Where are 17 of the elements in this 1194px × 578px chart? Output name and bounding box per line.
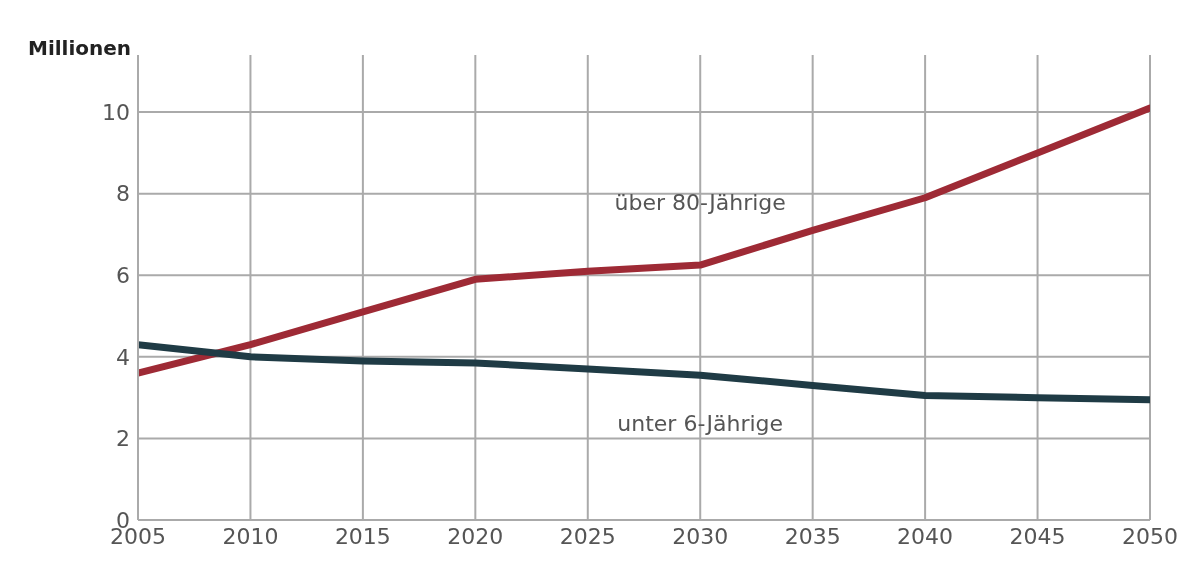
x-tick-label: 2050: [1122, 523, 1178, 549]
x-tick-label: 2025: [559, 523, 616, 549]
x-tick-label: 2020: [447, 523, 504, 549]
x-tick-label: 2045: [1009, 523, 1066, 549]
x-tick-label: 2015: [334, 523, 391, 549]
y-tick-label: 4: [116, 344, 130, 370]
y-axis-title: Millionen: [28, 36, 132, 60]
y-tick-label: 2: [116, 426, 130, 452]
x-tick-label: 2035: [784, 523, 841, 549]
y-tick-label: 8: [116, 181, 130, 207]
x-tick-label: 2010: [222, 523, 279, 549]
x-tick-label: 2040: [897, 523, 954, 549]
series-label: unter 6-Jährige: [617, 410, 784, 436]
y-tick-label: 10: [102, 99, 130, 125]
y-tick-label: 6: [116, 263, 130, 289]
series-label: über 80-Jährige: [614, 190, 786, 216]
x-tick-label: 2030: [672, 523, 729, 549]
